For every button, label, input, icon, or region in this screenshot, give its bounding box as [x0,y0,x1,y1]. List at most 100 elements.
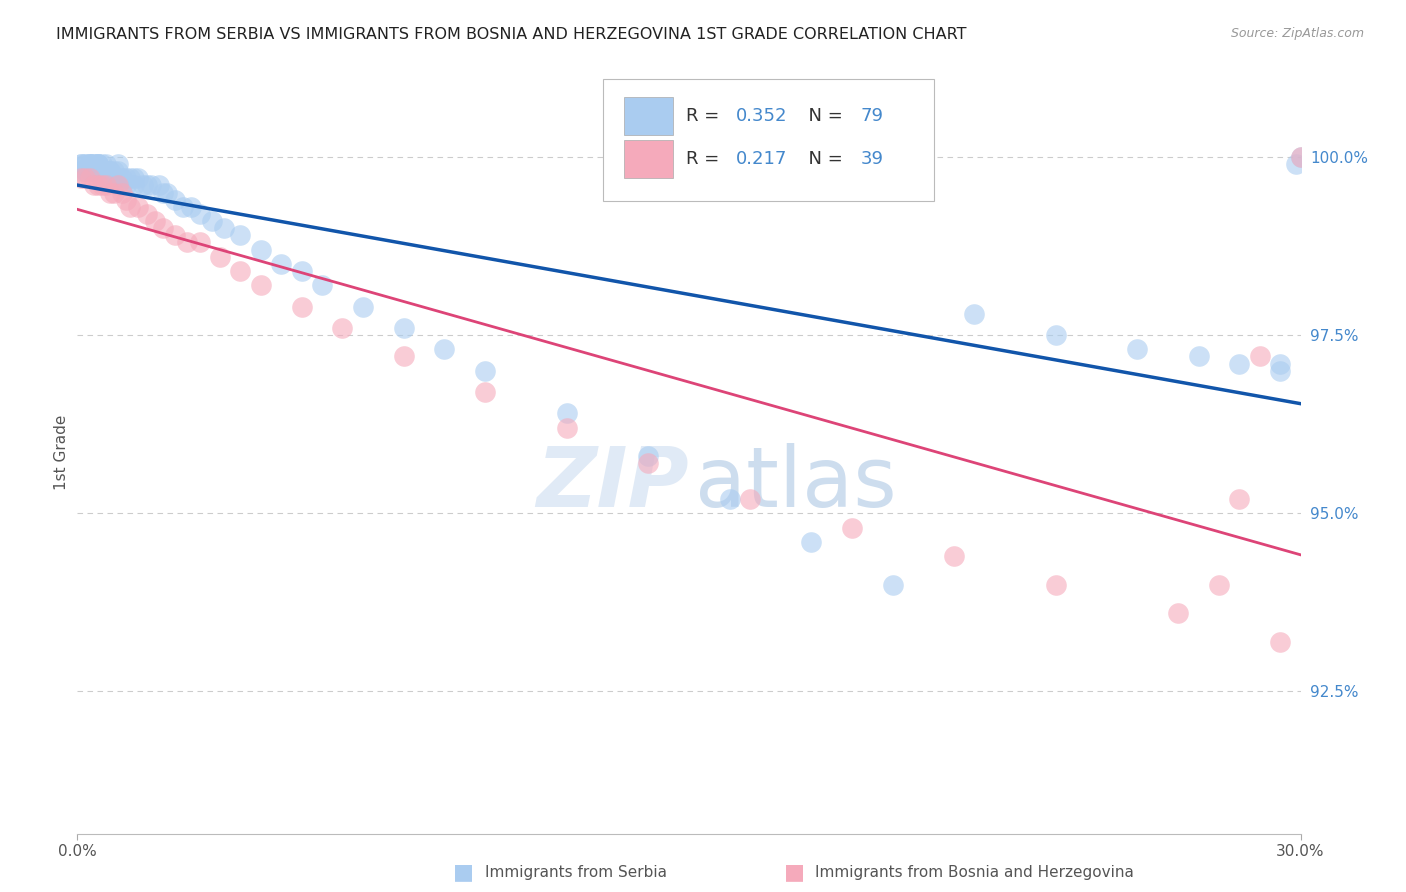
Point [1126,343,1149,357]
Y-axis label: 1st Grade: 1st Grade [53,415,69,491]
Point [474,385,496,400]
Text: R =: R = [686,107,725,125]
Point [75,164,97,178]
Point [127,200,149,214]
Point [98,171,121,186]
Point [115,193,138,207]
Point [1045,328,1067,343]
Point [1285,157,1308,171]
Point [800,534,823,549]
Text: Immigrants from Bosnia and Herzegovina: Immigrants from Bosnia and Herzegovina [815,865,1135,880]
FancyBboxPatch shape [624,96,673,135]
Text: ZIP: ZIP [536,442,689,524]
Point [311,278,333,293]
Point [229,264,252,278]
Point [103,171,125,186]
Point [124,178,146,193]
Point [332,321,354,335]
Point [131,178,153,193]
Point [83,157,105,171]
Point [70,157,93,171]
Point [1268,634,1291,648]
Point [250,278,273,293]
Text: Source: ZipAtlas.com: Source: ZipAtlas.com [1230,27,1364,40]
Point [201,214,224,228]
Point [474,364,496,378]
Point [79,157,101,171]
Point [124,171,146,186]
Point [740,491,762,506]
Text: 39: 39 [860,150,883,168]
Point [1229,491,1251,506]
Point [87,157,110,171]
Point [70,164,93,178]
Point [152,186,174,200]
Point [718,491,741,506]
Point [352,300,374,314]
Point [208,250,231,264]
Point [79,171,101,186]
Point [90,178,112,193]
Point [90,171,112,186]
Point [1268,357,1291,371]
Point [555,407,578,421]
Point [83,164,105,178]
Text: IMMIGRANTS FROM SERBIA VS IMMIGRANTS FROM BOSNIA AND HERZEGOVINA 1ST GRADE CORRE: IMMIGRANTS FROM SERBIA VS IMMIGRANTS FRO… [56,27,967,42]
Text: 0.217: 0.217 [735,150,787,168]
Point [115,171,138,186]
Point [87,157,110,171]
Point [120,200,142,214]
Point [94,157,117,171]
Point [1289,150,1312,164]
Point [392,350,415,364]
Text: 0.352: 0.352 [735,107,787,125]
Point [148,178,170,193]
Point [1249,350,1271,364]
Point [94,178,117,193]
Point [75,157,97,171]
Point [392,321,415,335]
Point [90,164,112,178]
Point [188,207,211,221]
Point [83,157,105,171]
Point [103,164,125,178]
Text: N =: N = [797,150,848,168]
Point [882,577,904,591]
Point [1208,577,1230,591]
Point [111,171,134,186]
Point [87,157,110,171]
Point [1045,577,1067,591]
Point [70,171,93,186]
Point [83,164,105,178]
Point [135,178,157,193]
Point [229,228,252,243]
Point [107,164,129,178]
Point [152,221,174,235]
Point [1268,364,1291,378]
Point [180,200,202,214]
Point [1187,350,1209,364]
Point [111,178,134,193]
Point [250,243,273,257]
Point [70,157,93,171]
Point [135,207,157,221]
Point [75,157,97,171]
Point [1289,150,1312,164]
Text: N =: N = [797,107,848,125]
Point [290,300,312,314]
Point [290,264,312,278]
Point [139,178,162,193]
Point [79,157,101,171]
Point [87,164,110,178]
Point [963,307,986,321]
Point [143,214,166,228]
Point [103,186,125,200]
Point [188,235,211,250]
Point [94,164,117,178]
Point [165,228,187,243]
Point [637,449,659,463]
Point [165,193,187,207]
Text: 79: 79 [860,107,883,125]
Point [176,235,198,250]
Point [212,221,235,235]
